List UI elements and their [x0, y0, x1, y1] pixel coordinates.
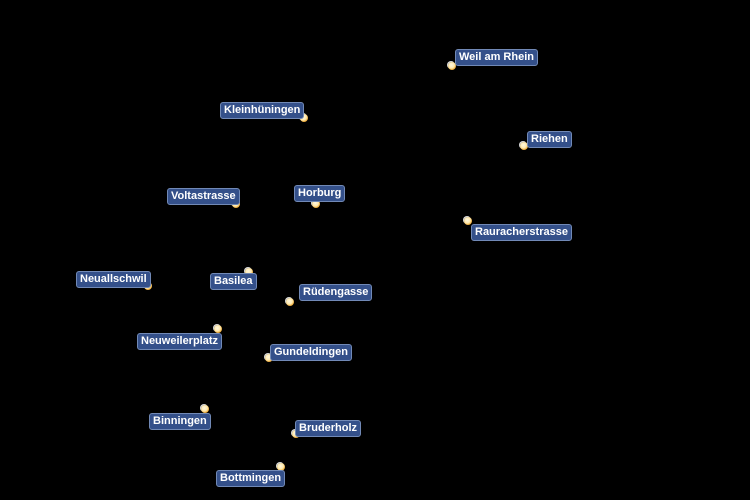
map-marker-dot[interactable]	[265, 354, 273, 362]
map-marker-label[interactable]: Riehen	[527, 131, 572, 148]
map-marker-dot[interactable]	[245, 268, 253, 276]
map-marker-label[interactable]: Horburg	[294, 185, 346, 202]
map-marker-label[interactable]: Basilea	[210, 273, 257, 290]
map-marker-dot[interactable]	[214, 325, 222, 333]
map-marker-dot[interactable]	[520, 142, 528, 150]
map-marker-label[interactable]: Bottmingen	[216, 470, 286, 487]
map-marker-label[interactable]: Gundeldingen	[270, 344, 352, 361]
map-marker-label[interactable]: Rüdengasse	[299, 284, 373, 301]
map-marker-dot[interactable]	[464, 217, 472, 225]
map-marker-dot[interactable]	[277, 463, 285, 471]
map-marker-dot[interactable]	[312, 200, 320, 208]
map-marker-dot[interactable]	[448, 62, 456, 70]
map-marker-dot[interactable]	[286, 298, 294, 306]
map-marker-dot[interactable]	[300, 114, 308, 122]
map-marker-label[interactable]: Neuweilerplatz	[137, 333, 223, 350]
map-marker-label[interactable]: Voltastrasse	[167, 188, 240, 205]
map-marker-dot[interactable]	[201, 405, 209, 413]
map-marker-label[interactable]: Rauracherstrasse	[471, 224, 572, 241]
map-marker-label[interactable]: Binningen	[149, 413, 211, 430]
map-marker-label[interactable]: Bruderholz	[295, 420, 362, 437]
map-marker-label[interactable]: Neuallschwil	[76, 271, 151, 288]
map-marker-label[interactable]: Weil am Rhein	[455, 49, 538, 66]
map-marker-label[interactable]: Kleinhüningen	[220, 102, 305, 119]
